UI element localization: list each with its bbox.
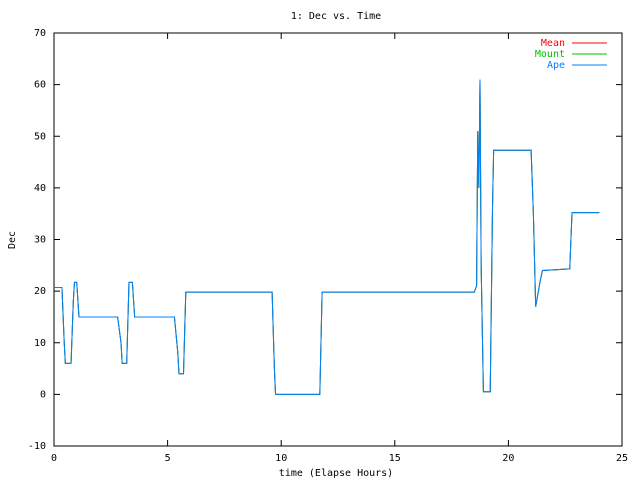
x-tick-label: 10 (275, 453, 287, 464)
legend-label: Mount (535, 49, 565, 60)
y-tick-label: 50 (34, 131, 46, 142)
x-axis-label: time (Elapse Hours) (279, 468, 393, 479)
x-tick-label: 25 (616, 453, 628, 464)
y-tick-label: 70 (34, 28, 46, 39)
y-tick-label: 20 (34, 286, 46, 297)
series-line (54, 79, 600, 395)
series-line (54, 79, 600, 395)
y-axis-label: Dec (7, 231, 18, 249)
x-tick-label: 15 (389, 453, 401, 464)
x-tick-label: 0 (51, 453, 57, 464)
y-tick-label: 60 (34, 80, 46, 91)
plot-border (53, 32, 623, 447)
y-tick-label: 10 (34, 338, 46, 349)
y-tick-label: -10 (28, 441, 46, 452)
x-tick-label: 5 (165, 453, 171, 464)
legend-label: Ape (547, 60, 565, 71)
x-tick-label: 20 (502, 453, 514, 464)
chart-title: 1: Dec vs. Time (291, 11, 381, 22)
y-tick-label: 40 (34, 183, 46, 194)
y-tick-label: 30 (34, 235, 46, 246)
legend-label: Mean (541, 38, 565, 49)
y-tick-label: 0 (40, 389, 46, 400)
series-line (54, 79, 600, 395)
